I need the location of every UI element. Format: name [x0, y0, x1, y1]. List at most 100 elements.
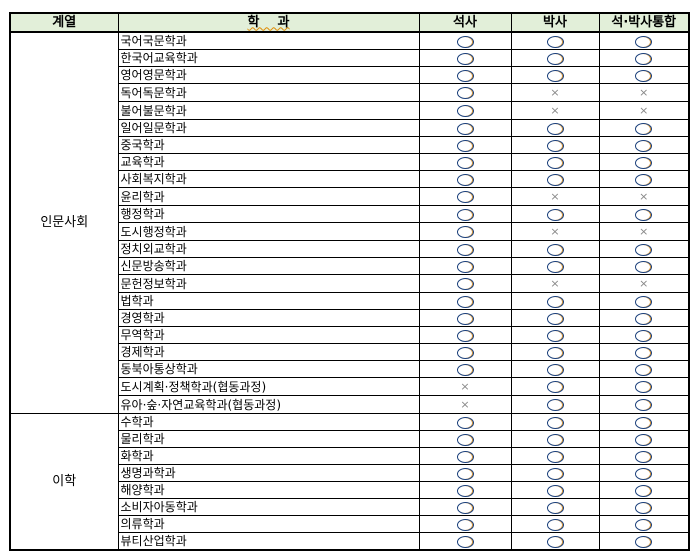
- dept-name: 영어영문학과: [117, 66, 420, 84]
- circle-icon: [546, 467, 564, 480]
- group-cell: 인문사회: [9, 31, 119, 414]
- availability-cell: [598, 447, 690, 465]
- circle-icon: [456, 295, 474, 308]
- table-row: 법학과: [10, 292, 690, 310]
- availability-cell: [418, 222, 512, 241]
- dept-name: 해양학과: [117, 481, 420, 499]
- availability-cell: [510, 309, 600, 327]
- header-master: 석사: [418, 12, 512, 33]
- dept-name: 한국어교육학과: [117, 49, 420, 67]
- availability-cell: [418, 326, 512, 344]
- circle-icon: [546, 381, 564, 393]
- cross-icon: ×: [550, 190, 560, 203]
- circle-icon: [456, 329, 474, 342]
- availability-cell: [510, 170, 600, 188]
- circle-icon: [456, 518, 474, 531]
- availability-cell: [510, 153, 600, 171]
- dept-name: 화학과: [117, 447, 420, 465]
- circle-icon: [456, 191, 474, 203]
- circle-icon: [546, 416, 564, 429]
- dept-name: 소비자아동학과: [117, 498, 420, 516]
- cross-icon: ×: [460, 380, 470, 393]
- dept-name: 독어독문학과: [117, 83, 420, 102]
- availability-cell: [598, 395, 690, 414]
- availability-cell: [418, 413, 512, 431]
- circle-icon: [546, 312, 564, 325]
- availability-cell: [598, 532, 690, 551]
- availability-cell: [598, 464, 690, 482]
- dept-name: 무역학과: [117, 326, 420, 344]
- availability-cell: [418, 309, 512, 327]
- table-row: 독어독문학과 × ×: [10, 83, 690, 102]
- circle-icon: [546, 139, 564, 152]
- availability-cell: [598, 153, 690, 171]
- availability-cell: ×: [598, 274, 690, 293]
- availability-cell: [598, 240, 690, 258]
- circle-icon: [456, 139, 474, 152]
- availability-cell: [598, 31, 690, 50]
- availability-cell: [598, 413, 690, 431]
- circle-icon: [546, 69, 564, 82]
- circle-icon: [456, 122, 474, 135]
- circle-icon: [456, 156, 474, 169]
- circle-icon: [456, 346, 474, 359]
- availability-cell: [510, 240, 600, 258]
- availability-cell: [598, 481, 690, 499]
- availability-cell: [510, 395, 600, 414]
- table-row: 의류학과: [10, 515, 690, 533]
- availability-cell: [598, 309, 690, 327]
- circle-icon: [546, 173, 564, 186]
- table-row: 영어영문학과: [10, 66, 690, 84]
- circle-icon: [456, 208, 474, 221]
- availability-cell: [418, 498, 512, 516]
- availability-cell: [418, 170, 512, 188]
- circle-icon: [635, 450, 653, 463]
- header-row: 계열 학 과 석사 박사 석·박사통합: [9, 12, 690, 33]
- circle-icon: [546, 399, 564, 411]
- availability-cell: [418, 187, 512, 206]
- availability-cell: [418, 49, 512, 67]
- circle-icon: [546, 295, 564, 308]
- circle-icon: [546, 433, 564, 446]
- circle-icon: [635, 208, 653, 221]
- circle-icon: [546, 243, 564, 256]
- availability-cell: ×: [418, 377, 512, 396]
- circle-icon: [546, 450, 564, 463]
- circle-icon: [546, 535, 564, 548]
- availability-cell: ×: [418, 395, 512, 414]
- table-row: 물리학과: [10, 430, 690, 448]
- dept-name: 경제학과: [117, 343, 420, 361]
- availability-cell: [418, 343, 512, 361]
- availability-cell: [510, 119, 600, 137]
- circle-icon: [546, 35, 564, 48]
- availability-cell: [418, 515, 512, 533]
- dept-name: 윤리학과: [117, 187, 420, 206]
- circle-icon: [456, 312, 474, 325]
- circle-icon: [635, 260, 653, 273]
- circle-icon: [456, 467, 474, 480]
- dept-name: 교육학과: [117, 153, 420, 171]
- circle-icon: [635, 518, 653, 531]
- circle-icon: [456, 363, 474, 376]
- availability-cell: [418, 31, 512, 50]
- availability-cell: [510, 257, 600, 275]
- circle-icon: [635, 35, 653, 48]
- group-cell: 이학: [9, 413, 119, 551]
- availability-cell: ×: [510, 101, 600, 120]
- dept-name: 문헌정보학과: [117, 274, 420, 293]
- circle-icon: [546, 156, 564, 169]
- circle-icon: [456, 52, 474, 65]
- availability-cell: [418, 532, 512, 551]
- circle-icon: [546, 208, 564, 221]
- availability-cell: ×: [598, 187, 690, 206]
- availability-cell: ×: [598, 83, 690, 102]
- availability-cell: [598, 257, 690, 275]
- availability-cell: [418, 257, 512, 275]
- dept-name: 불어불문학과: [117, 101, 420, 120]
- dept-name: 일어일문학과: [117, 119, 420, 137]
- availability-cell: [598, 326, 690, 344]
- availability-cell: [510, 31, 600, 50]
- circle-icon: [546, 518, 564, 531]
- availability-cell: [418, 481, 512, 499]
- dept-name: 도시행정학과: [117, 222, 420, 241]
